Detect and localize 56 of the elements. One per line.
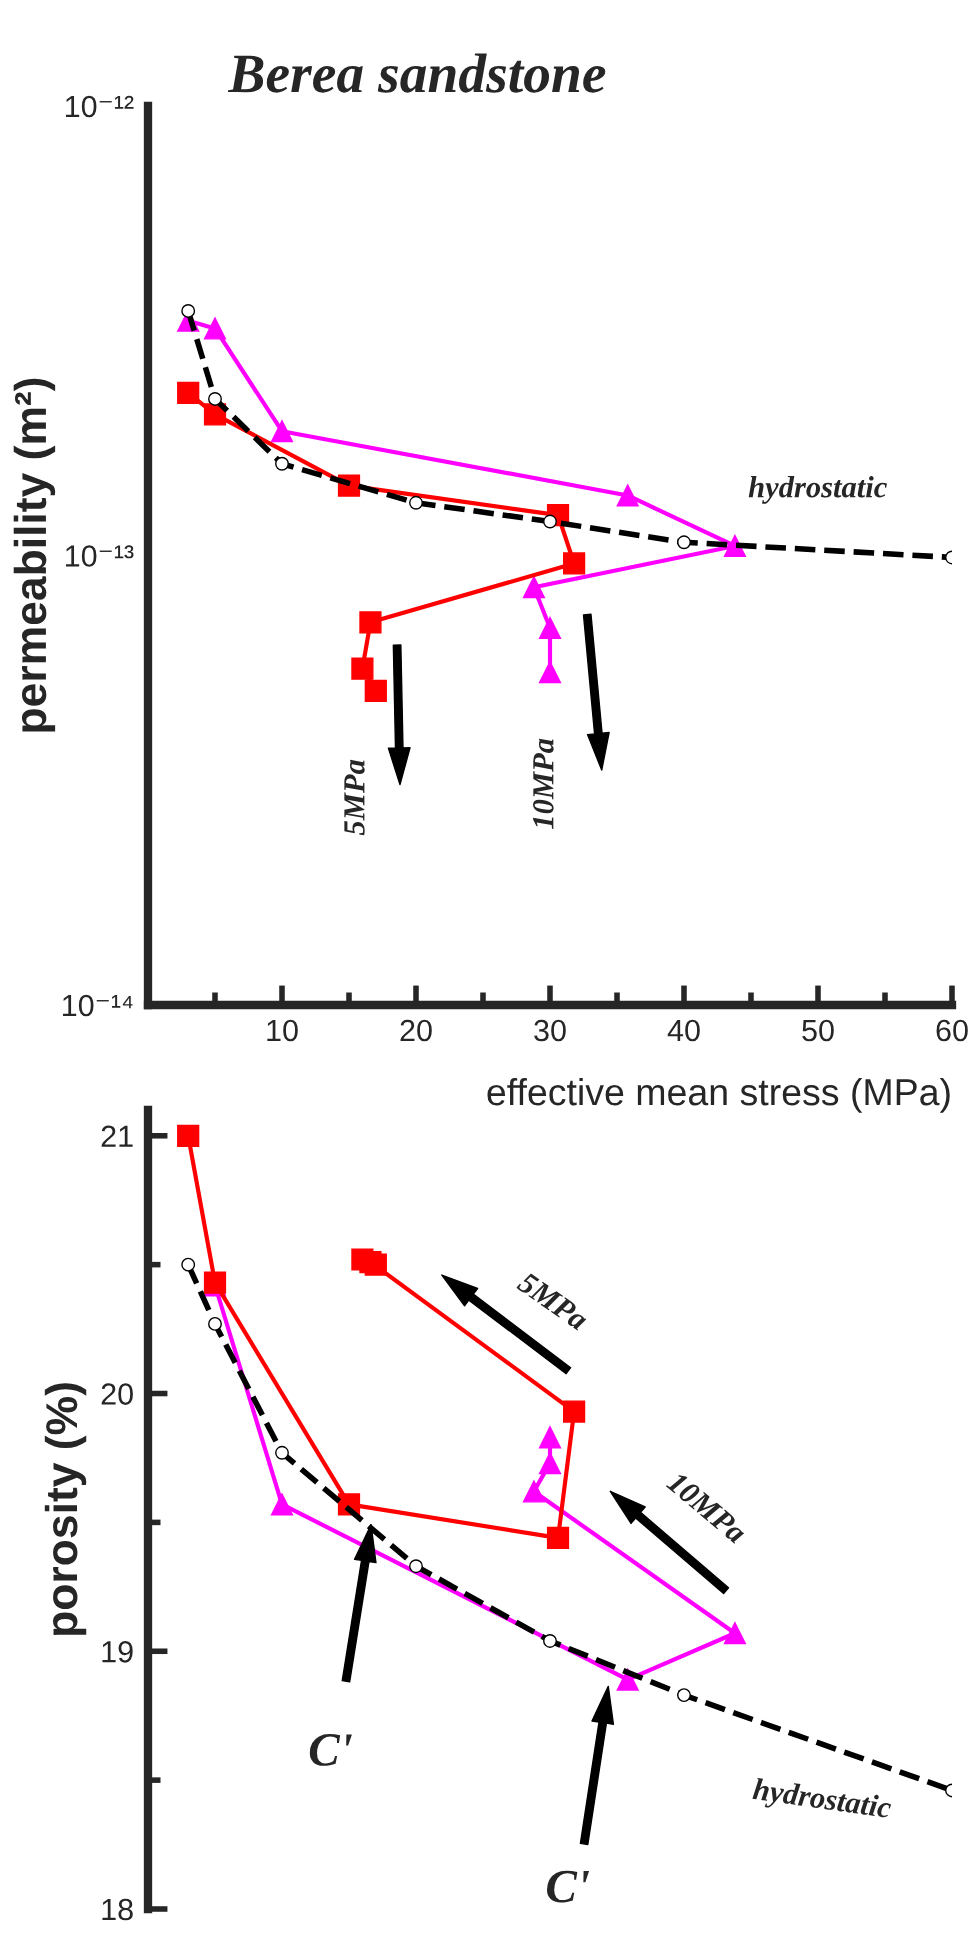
x-tick-label: 30	[534, 1019, 566, 1042]
point	[409, 495, 423, 510]
point	[546, 1526, 570, 1549]
point	[538, 616, 562, 640]
chart-title: Berea sandstone	[227, 53, 606, 93]
point	[208, 391, 222, 406]
y-tick-label: 21	[101, 1125, 133, 1147]
annotation: C'	[309, 1734, 352, 1766]
annotation: hydrostatic	[748, 475, 887, 504]
point	[522, 576, 546, 599]
point	[270, 1493, 294, 1516]
point	[177, 381, 200, 405]
point	[616, 1668, 639, 1691]
point	[538, 661, 562, 684]
point	[563, 552, 586, 575]
point	[177, 1124, 200, 1147]
point	[359, 611, 382, 634]
point	[543, 514, 557, 529]
point	[208, 1316, 222, 1331]
point	[677, 1688, 691, 1703]
point	[677, 535, 691, 550]
x-axis-title: effective mean stress (MPa)	[487, 1077, 950, 1113]
point	[203, 317, 227, 340]
y-tick-label: 20	[101, 1383, 133, 1405]
y-axis-title: porosity (%)	[44, 1383, 87, 1635]
point	[364, 1253, 387, 1276]
annotation: 5MPa	[344, 759, 365, 836]
point	[181, 1257, 196, 1272]
point	[351, 657, 374, 680]
annotation: C'	[547, 1870, 590, 1903]
point	[616, 484, 639, 507]
point	[538, 1426, 562, 1449]
y-tick-label: 18	[102, 1898, 133, 1921]
x-tick-label: 60	[936, 1019, 968, 1042]
y-axis-title: permeability (m²)	[13, 378, 56, 732]
point	[563, 1400, 586, 1423]
x-tick-label: 10	[267, 1019, 298, 1042]
point	[181, 303, 196, 318]
y-tick-label: 10⁻¹⁴	[63, 994, 133, 1017]
annotation: hydrostatic	[751, 1777, 893, 1825]
point	[275, 1445, 289, 1460]
point	[275, 456, 289, 471]
x-tick-label: 40	[667, 1019, 700, 1042]
point	[364, 679, 387, 702]
y-tick-label: 19	[102, 1640, 133, 1663]
point	[270, 420, 294, 443]
point	[723, 1622, 747, 1645]
point	[409, 1559, 423, 1574]
y-tick-label: 10⁻¹³	[65, 545, 134, 567]
annotation: 10MPa	[533, 738, 554, 829]
x-tick-label: 50	[802, 1019, 834, 1042]
x-tick-label: 20	[400, 1019, 432, 1042]
point	[543, 1633, 557, 1648]
y-tick-label: 10⁻¹²	[65, 95, 134, 118]
point	[723, 534, 747, 558]
point	[522, 1480, 546, 1503]
